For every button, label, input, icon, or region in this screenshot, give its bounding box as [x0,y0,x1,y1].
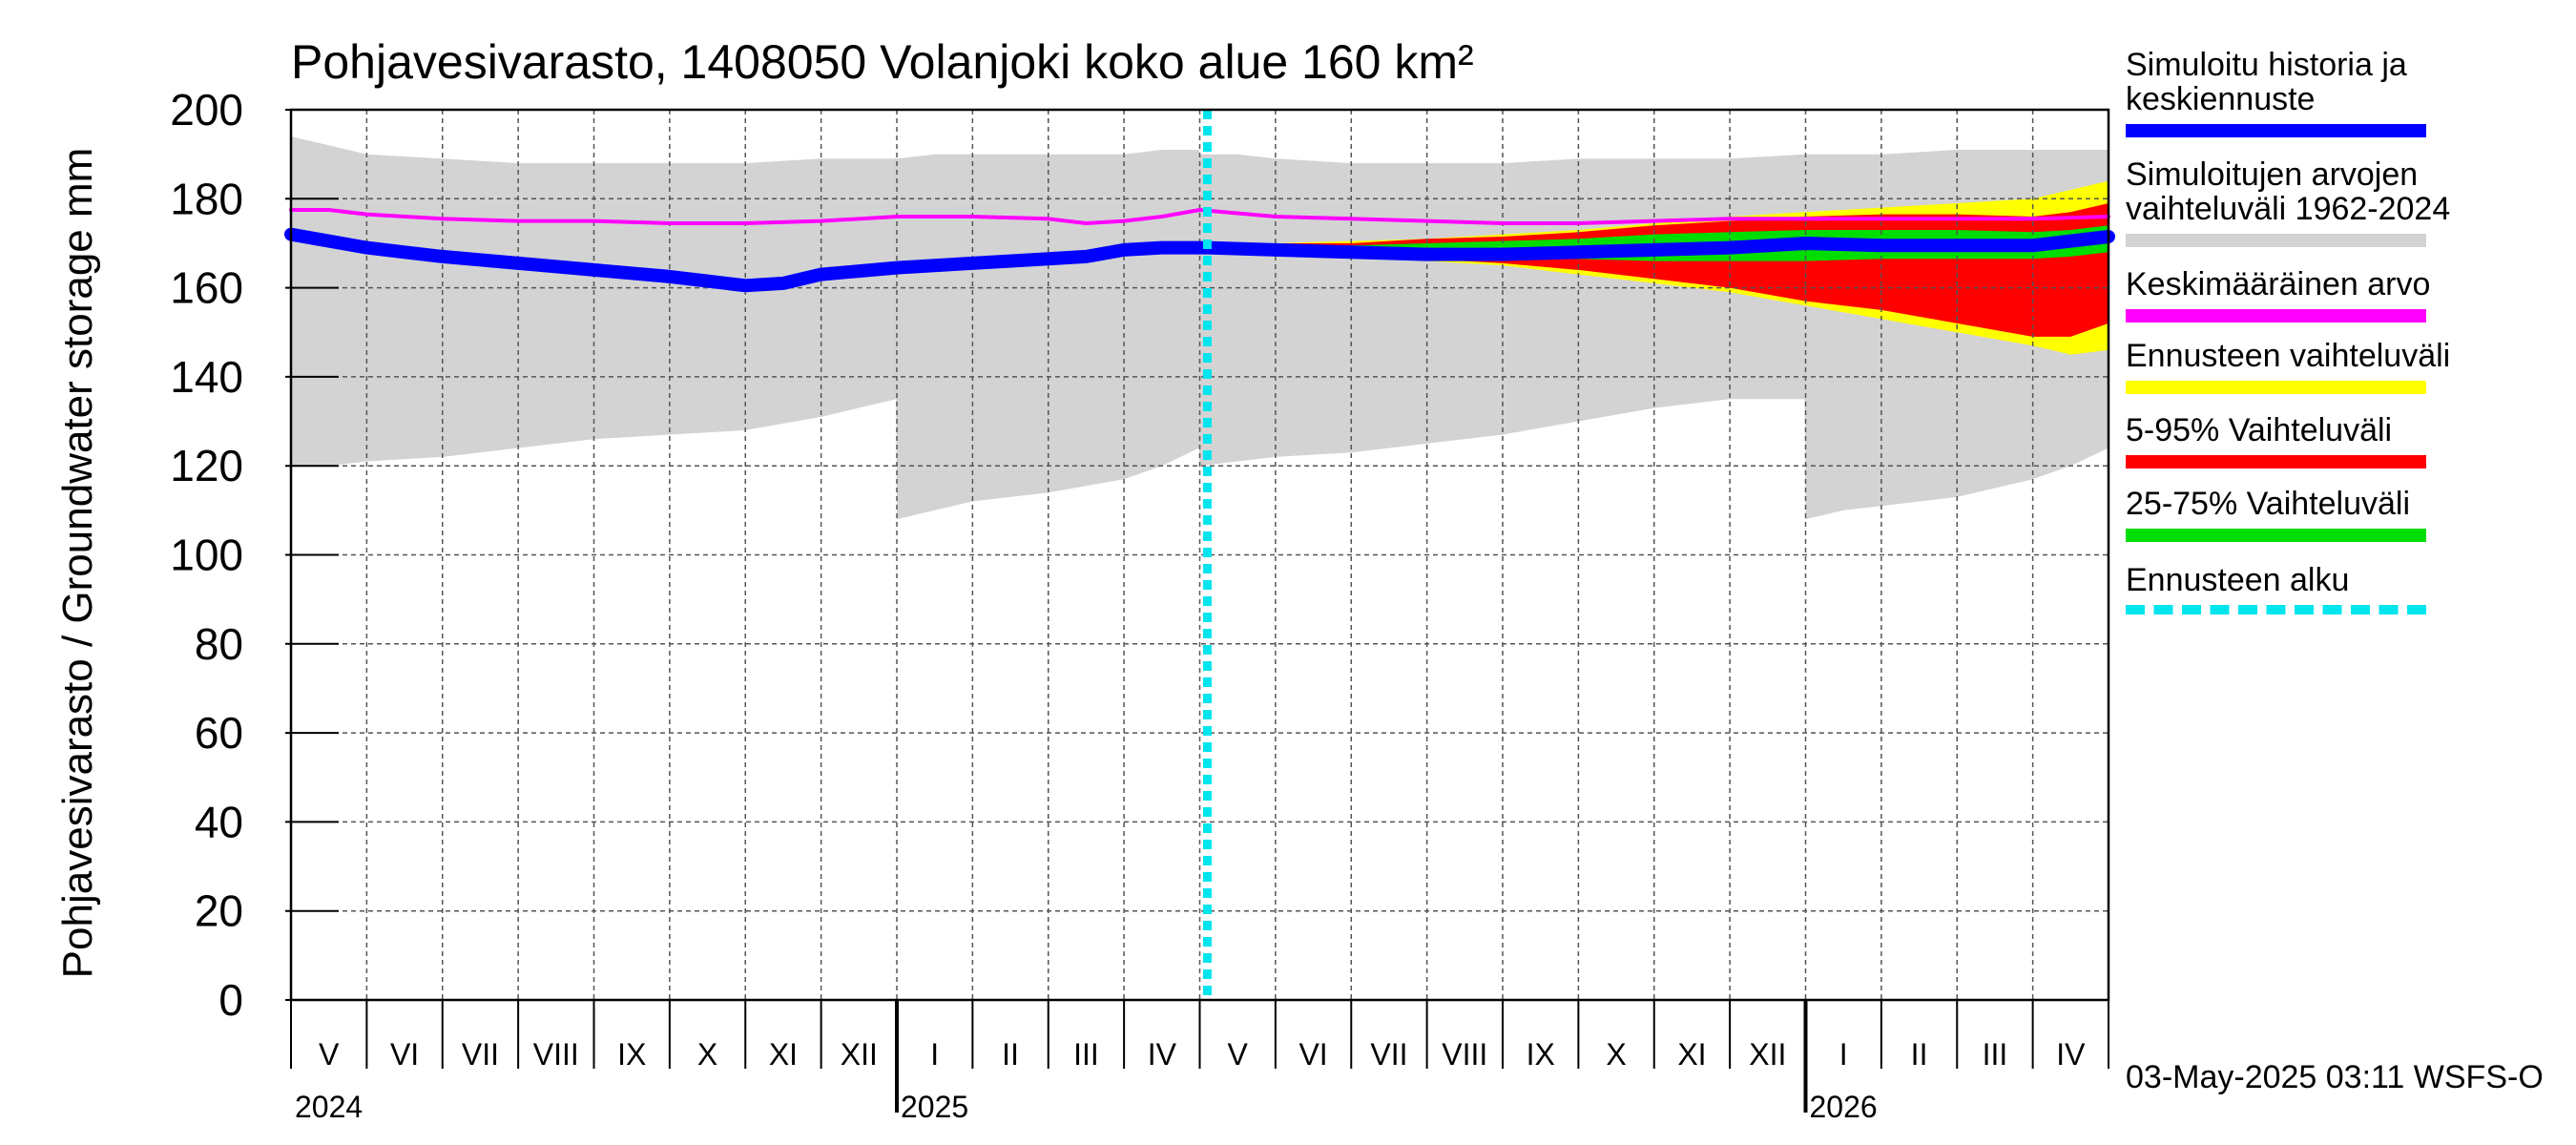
y-tick-label-160: 160 [170,263,243,313]
y-tick-label-140: 140 [170,352,243,402]
legend-label-0: Simuloitu historia ja keskiennuste [2126,47,2407,117]
month-label-9: II [1002,1037,1019,1072]
month-label-5: X [697,1037,717,1072]
legend-swatch-5 [2126,529,2426,542]
month-label-6: XI [769,1037,798,1072]
y-tick-label-20: 20 [195,886,243,936]
year-label-0: 2024 [295,1090,363,1124]
legend-item-5: 25-75% Vaihteluväli [2126,486,2545,542]
legend-item-3: Ennusteen vaihteluväli [2126,338,2545,394]
month-label-16: IX [1527,1037,1555,1072]
month-label-21: II [1911,1037,1928,1072]
month-label-1: VI [390,1037,419,1072]
legend-item-4: 5-95% Vaihteluväli [2126,412,2545,468]
year-label-2: 2026 [1810,1090,1878,1124]
y-tick-label-100: 100 [170,531,243,580]
month-label-12: V [1228,1037,1249,1072]
month-label-3: VIII [533,1037,579,1072]
year-label-1: 2025 [901,1090,968,1124]
legend-swatch-0 [2126,124,2426,137]
y-tick-label-80: 80 [195,619,243,669]
y-tick-label-120: 120 [170,441,243,490]
month-label-2: VII [462,1037,499,1072]
month-label-10: III [1073,1037,1099,1072]
month-label-17: X [1606,1037,1626,1072]
legend-label-3: Ennusteen vaihteluväli [2126,338,2451,374]
legend-swatch-4 [2126,455,2426,468]
legend-item-1: Simuloitujen arvojen vaihteluväli 1962-2… [2126,156,2545,247]
month-label-22: III [1983,1037,2008,1072]
legend-item-6: Ennusteen alku [2126,562,2545,614]
legend-swatch-3 [2126,381,2426,394]
timestamp: 03-May-2025 03:11 WSFS-O [2126,1059,2544,1095]
y-tick-label-0: 0 [218,975,243,1025]
month-label-19: XII [1749,1037,1786,1072]
legend-swatch-2 [2126,309,2426,323]
y-axis-label: Pohjavesivarasto / Groundwater storage m… [54,148,101,979]
series-line-0 [289,208,2110,225]
legend-label-5: 25-75% Vaihteluväli [2126,486,2410,522]
legend-item-0: Simuloitu historia ja keskiennuste [2126,47,2545,137]
legend-swatch-1 [2126,234,2426,247]
y-tick-label-180: 180 [170,174,243,223]
month-label-14: VII [1370,1037,1407,1072]
month-label-13: VI [1298,1037,1327,1072]
month-label-18: XI [1677,1037,1706,1072]
month-label-0: V [319,1037,340,1072]
legend-label-1: Simuloitujen arvojen vaihteluväli 1962-2… [2126,156,2451,227]
legend-label-4: 5-95% Vaihteluväli [2126,412,2393,448]
month-label-7: XII [841,1037,878,1072]
month-label-20: I [1839,1037,1848,1072]
chart-title: Pohjavesivarasto, 1408050 Volanjoki koko… [291,35,1474,89]
legend-label-6: Ennusteen alku [2126,562,2350,598]
y-tick-label-60: 60 [195,708,243,758]
month-label-11: IV [1148,1037,1177,1072]
month-label-15: VIII [1442,1037,1487,1072]
y-tick-label-200: 200 [170,85,243,135]
month-label-4: IX [617,1037,646,1072]
y-tick-label-40: 40 [195,797,243,846]
line-layer [284,110,2115,1000]
series-line-1 [284,227,2115,293]
month-label-8: I [930,1037,939,1072]
month-label-23: IV [2056,1037,2086,1072]
legend-item-2: Keskimääräinen arvo [2126,266,2545,323]
legend-label-2: Keskimääräinen arvo [2126,266,2431,302]
legend-swatch-6 [2126,605,2426,614]
